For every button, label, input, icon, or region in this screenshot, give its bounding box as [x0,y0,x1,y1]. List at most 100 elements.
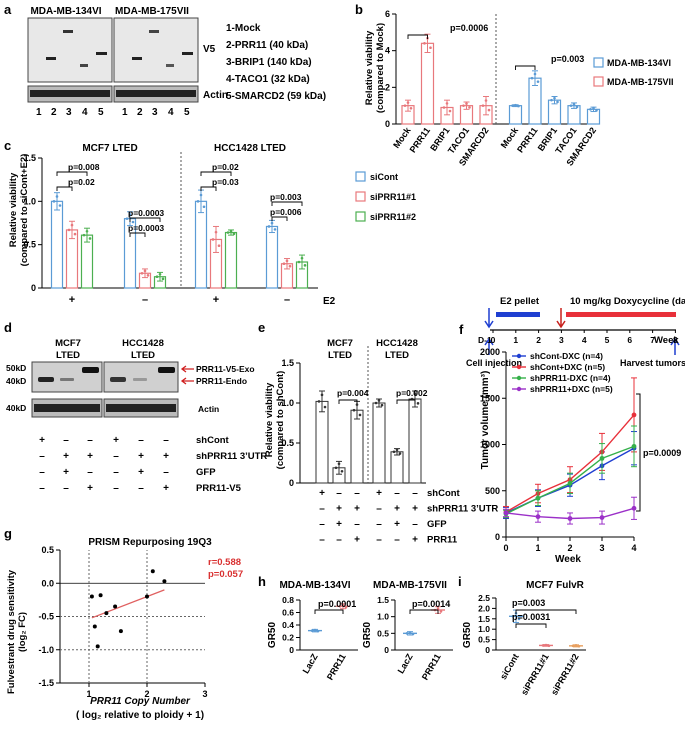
e-sign: + [412,535,418,546]
b-point [592,106,595,110]
h-pval-2: p=0.0014 [412,599,450,609]
c-point [52,200,56,203]
c-point [82,233,86,237]
b-ylabel-2: (compared to Mock) [375,23,386,113]
c-legend-2: siPRR11#1 [370,192,416,202]
a-cell-1: MDA-MB-134VI [30,6,101,17]
e-y-tick-label: 0 [289,478,294,488]
d-sign: – [138,435,144,446]
c-bar [80,234,94,289]
i-point [577,644,581,648]
f-point [503,510,509,516]
d-row-label: shCont [196,435,230,446]
c-point [273,228,277,231]
c-pval-6: p=0.03 [212,177,239,187]
f-e2-label: E2 pellet [500,296,540,307]
c-e2-sign-1: + [69,294,75,306]
c-pval-4: p=0.0003 [128,223,164,233]
panel-d-letter: d [4,320,12,335]
b-pval-2: p=0.003 [551,54,584,64]
d-sign: – [163,435,169,446]
c-e2-sign-2: – [142,294,148,306]
e-sign: – [394,535,400,546]
e-bracket [396,399,416,404]
h-bracket [409,609,439,614]
e-sign: – [376,504,382,515]
i-point [571,644,575,648]
c-bracket [56,171,88,176]
b-y-tick-label: 4 [385,46,390,56]
h-point [310,629,314,632]
f-point [535,495,541,501]
d-sign: + [163,483,169,494]
e-sign: – [336,488,342,499]
h-x-tick-label: PRR11 [325,652,348,682]
h-point [316,629,320,633]
f-y-tick-label: 1000 [480,440,500,450]
c-bracket [271,216,288,221]
e-sign: – [319,535,325,546]
e-point [413,392,417,396]
c-point [58,204,62,207]
f-d1-label: D-1 [478,335,492,345]
a-lane-5: 5 [98,107,104,118]
b-point [487,108,491,112]
d-sign: – [63,483,69,494]
d-title-2: LTED [56,350,80,361]
c-title-2: HCC1428 LTED [214,143,286,154]
c-pval-5: p=0.02 [212,162,239,172]
d-sign: – [138,483,144,494]
c-point [88,237,92,240]
g-point [95,644,100,649]
f-cell-injection: Cell injection [466,358,522,368]
f-legend-label: shCont+DXC (n=5) [530,362,605,372]
g-title: PRISM Repurposing 19Q3 [88,537,212,548]
c-point [128,213,132,217]
g-y-tick-label: -0.5 [38,612,54,622]
c-point [146,274,150,277]
g-x-tick-label: 2 [144,689,149,699]
d-sign: – [113,467,119,478]
c-point [155,275,159,279]
b-point [536,80,540,83]
d-band-2: PRR11-Endo [196,376,247,386]
d-sign: – [113,451,119,462]
b-point [530,76,534,80]
f-x-tick-label: 4 [631,543,636,553]
d-title-1: MCF7 [55,338,81,349]
h-point [439,610,443,613]
f-legend-label: shCont-DXC (n=4) [530,351,603,361]
h-y-tick-label: 1.0 [377,612,389,622]
e-row-label: PRR11 [427,535,458,546]
b-legend: MDA-MB-134VI MDA-MB-175VII [593,57,674,87]
h-x-tick-label: LacZ [396,652,415,676]
h-point [436,607,440,610]
c-point [267,225,271,228]
f-week-label: Week [654,335,679,346]
i-y-tick-label: 0.5 [478,635,490,645]
b-point [403,104,407,107]
f-legend-label: shPRR11-DXC (n=4) [530,373,611,383]
h-y-tick-label: 0.2 [282,633,294,643]
f-ylabel: Tumor volume (mm³) [480,371,491,470]
f-legend-swatch-dot [516,375,522,381]
g-ylabel-2: (log₂ FC) [17,612,28,652]
b-legend-1: MDA-MB-134VI [607,58,671,68]
d-sign: – [39,451,45,462]
h-y-tick-label: 0.6 [282,608,294,618]
f-pval: p=0.0009 [643,448,681,458]
c-point [125,217,129,220]
f-y-tick-label: 1500 [480,393,500,403]
i-pval-1: p=0.0031 [512,612,550,622]
f-timeline-tick-label: 8 [673,335,678,345]
f-timeline-tick-label: 2 [536,335,541,345]
b-point [462,104,465,107]
i-y-tick-label: 1.5 [478,614,490,624]
h-pval-1: p=0.0001 [318,599,356,609]
g-point [150,569,155,574]
e-point [337,462,341,466]
e-sign: – [376,519,382,530]
g-xlabel-2: ( log₂ relative to ploidy + 1) [76,710,204,721]
d-band-1: PRR11-V5-Exo [196,364,255,374]
c-point [202,205,206,209]
